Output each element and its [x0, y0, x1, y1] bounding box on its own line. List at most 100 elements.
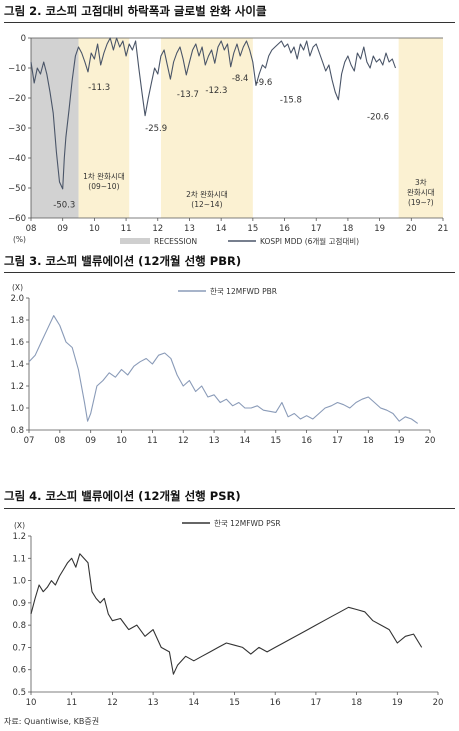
- figure2-title-rule: [4, 22, 455, 23]
- x-tick-label: 14: [216, 224, 227, 234]
- legend-recession-label: RECESSION: [154, 237, 197, 246]
- y-tick-label: 1.2: [10, 382, 24, 392]
- x-tick-label: 10: [116, 436, 127, 446]
- band-label: (19~?): [408, 198, 434, 207]
- x-tick-label: 13: [209, 436, 220, 446]
- x-tick-label: 17: [311, 224, 322, 234]
- y-tick-label: −10: [8, 64, 26, 74]
- annotation-label: -13.7: [177, 90, 199, 100]
- y-tick-label: 2.0: [10, 294, 24, 304]
- x-tick-label: 15: [270, 436, 281, 446]
- y-tick-label: 1.4: [10, 360, 24, 370]
- annotation-label: -20.6: [367, 113, 389, 123]
- x-tick-label: 18: [351, 698, 362, 708]
- y-tick-label: 0.5: [12, 688, 26, 698]
- x-tick-label: 16: [270, 698, 281, 708]
- x-tick-label: 15: [247, 224, 258, 234]
- x-tick-label: 11: [147, 436, 158, 446]
- x-tick-label: 20: [433, 698, 444, 708]
- band-easing-2: [160, 38, 253, 218]
- legend-label: 한국 12MFWD PBR: [210, 287, 277, 296]
- series-line-0: [28, 315, 419, 424]
- x-tick-label: 18: [343, 224, 354, 234]
- y-tick-label: 0.8: [12, 621, 26, 631]
- y-tick-label: 1.2: [12, 532, 26, 542]
- unit-label: (X): [14, 521, 25, 530]
- unit-label: (X): [12, 283, 23, 292]
- annotation-label: -25.9: [145, 124, 167, 134]
- y-tick-label: −60: [8, 214, 26, 224]
- x-tick-label: 08: [26, 224, 37, 234]
- y-tick-label: 0.6: [12, 666, 26, 676]
- unit-label: (%): [13, 235, 26, 244]
- x-tick-label: 17: [332, 436, 343, 446]
- figure4-title-rule: [4, 508, 455, 509]
- legend-recession-swatch: [120, 238, 150, 244]
- x-tick-label: 12: [152, 224, 163, 234]
- figure3-title-rule: [4, 272, 455, 273]
- source-note: 자료: Quantiwise, KB증권: [4, 717, 100, 726]
- y-tick-label: 0.8: [10, 426, 24, 436]
- legend-mdd-label: KOSPI MDD (6개월 고점대비): [260, 236, 359, 246]
- band-label: (12~14): [191, 200, 222, 209]
- y-tick-label: −50: [8, 184, 26, 194]
- series-line-0: [30, 37, 397, 190]
- x-tick-label: 10: [26, 698, 37, 708]
- band-label: 2차 완화시대: [186, 190, 228, 199]
- annotation-label: -8.4: [232, 74, 249, 84]
- band-label: 완화시대: [407, 188, 435, 197]
- x-tick-label: 16: [301, 436, 312, 446]
- series-line-0: [30, 553, 423, 675]
- annotation-label: -50.3: [53, 201, 75, 211]
- y-tick-label: 0: [21, 34, 26, 44]
- x-tick-label: 13: [184, 224, 195, 234]
- annotation-label: -15.8: [280, 96, 302, 106]
- legend-label: 한국 12MFWD PSR: [214, 519, 281, 528]
- x-tick-label: 08: [54, 436, 65, 446]
- y-tick-label: 1.0: [10, 404, 24, 414]
- y-tick-label: 1.1: [12, 554, 26, 564]
- band-label: 1차 완화시대: [83, 172, 125, 181]
- y-tick-label: 0.7: [12, 643, 26, 653]
- x-tick-label: 14: [240, 436, 251, 446]
- y-tick-label: 0.9: [12, 599, 26, 609]
- figure2-title: 그림 2. 코스피 고점대비 하락폭과 글로벌 완화 사이클: [4, 4, 267, 18]
- y-tick-label: −30: [8, 124, 26, 134]
- x-tick-label: 09: [85, 436, 96, 446]
- x-tick-label: 18: [363, 436, 374, 446]
- band-label: (09~10): [88, 182, 119, 191]
- x-tick-label: 11: [66, 698, 77, 708]
- x-tick-label: 19: [374, 224, 385, 234]
- x-tick-label: 12: [178, 436, 189, 446]
- y-tick-label: 1.8: [10, 316, 24, 326]
- x-tick-label: 13: [148, 698, 159, 708]
- y-tick-label: 1.0: [12, 577, 26, 587]
- y-tick-label: 1.6: [10, 338, 24, 348]
- figure3-title: 그림 3. 코스피 밸류에이션 (12개월 선행 PBR): [4, 254, 242, 268]
- x-tick-label: 17: [310, 698, 321, 708]
- x-tick-label: 07: [24, 436, 35, 446]
- annotation-label: -11.3: [88, 83, 110, 93]
- x-tick-label: 19: [392, 698, 403, 708]
- x-tick-label: 20: [406, 224, 417, 234]
- band-label: 3차: [415, 178, 427, 187]
- figure3-pbr-chart: 2.0 1.8 1.6 1.4 1.2 1.0 0.807 08 09 10 11 12 13 14 15 1…: [10, 283, 436, 446]
- x-tick-label: 19: [394, 436, 405, 446]
- x-tick-label: 16: [279, 224, 290, 234]
- x-tick-label: 20: [425, 436, 436, 446]
- figure4-title: 그림 4. 코스피 밸류에이션 (12개월 선행 PSR): [4, 489, 241, 503]
- x-tick-label: 09: [57, 224, 68, 234]
- x-tick-label: 15: [229, 698, 240, 708]
- band-easing-3: [398, 38, 443, 218]
- annotation-label: -12.3: [205, 86, 227, 96]
- x-tick-label: 12: [107, 698, 118, 708]
- y-tick-label: −40: [8, 154, 26, 164]
- x-tick-label: 14: [188, 698, 199, 708]
- annotation-label: -9.6: [256, 78, 273, 88]
- x-tick-label: 11: [121, 224, 132, 234]
- y-tick-label: −20: [8, 94, 26, 104]
- x-tick-label: 21: [438, 224, 449, 234]
- x-tick-label: 10: [89, 224, 100, 234]
